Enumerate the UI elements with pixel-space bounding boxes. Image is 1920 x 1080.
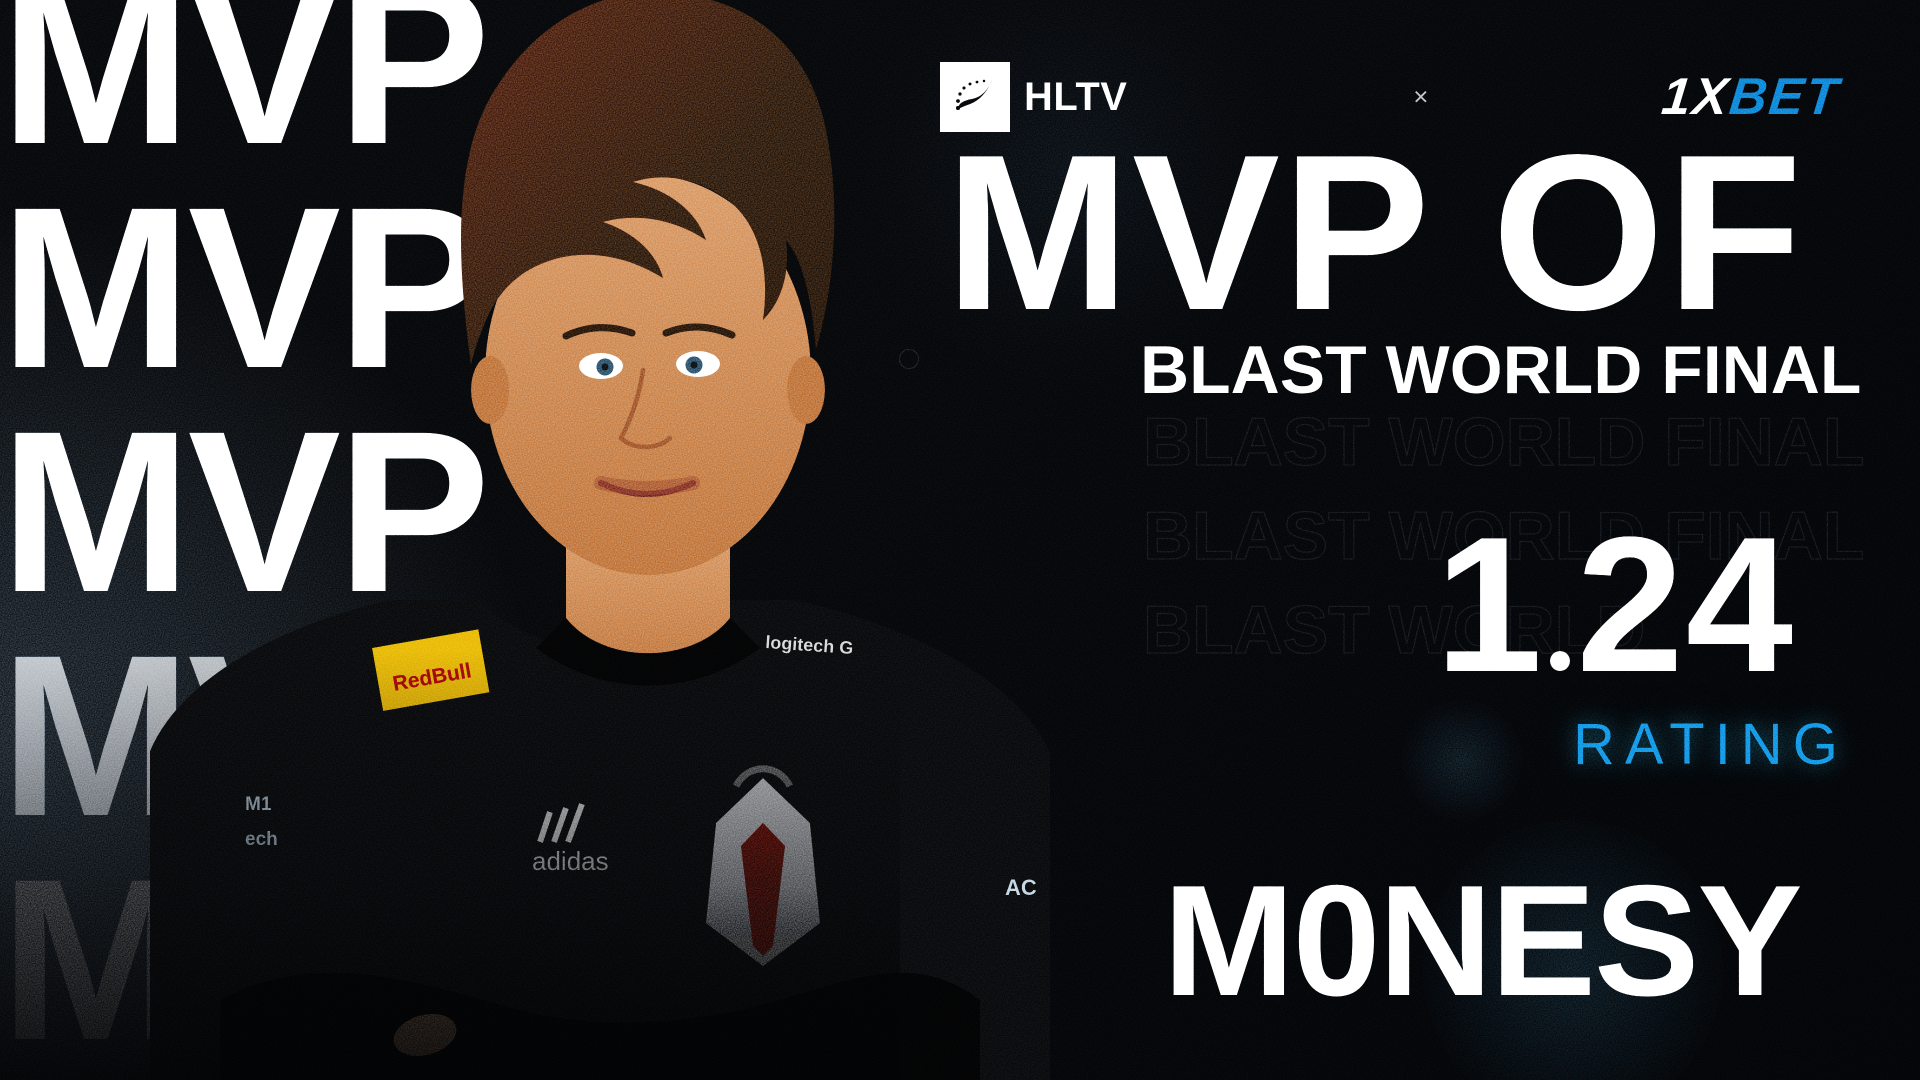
svg-text:AC: AC xyxy=(1005,875,1037,900)
